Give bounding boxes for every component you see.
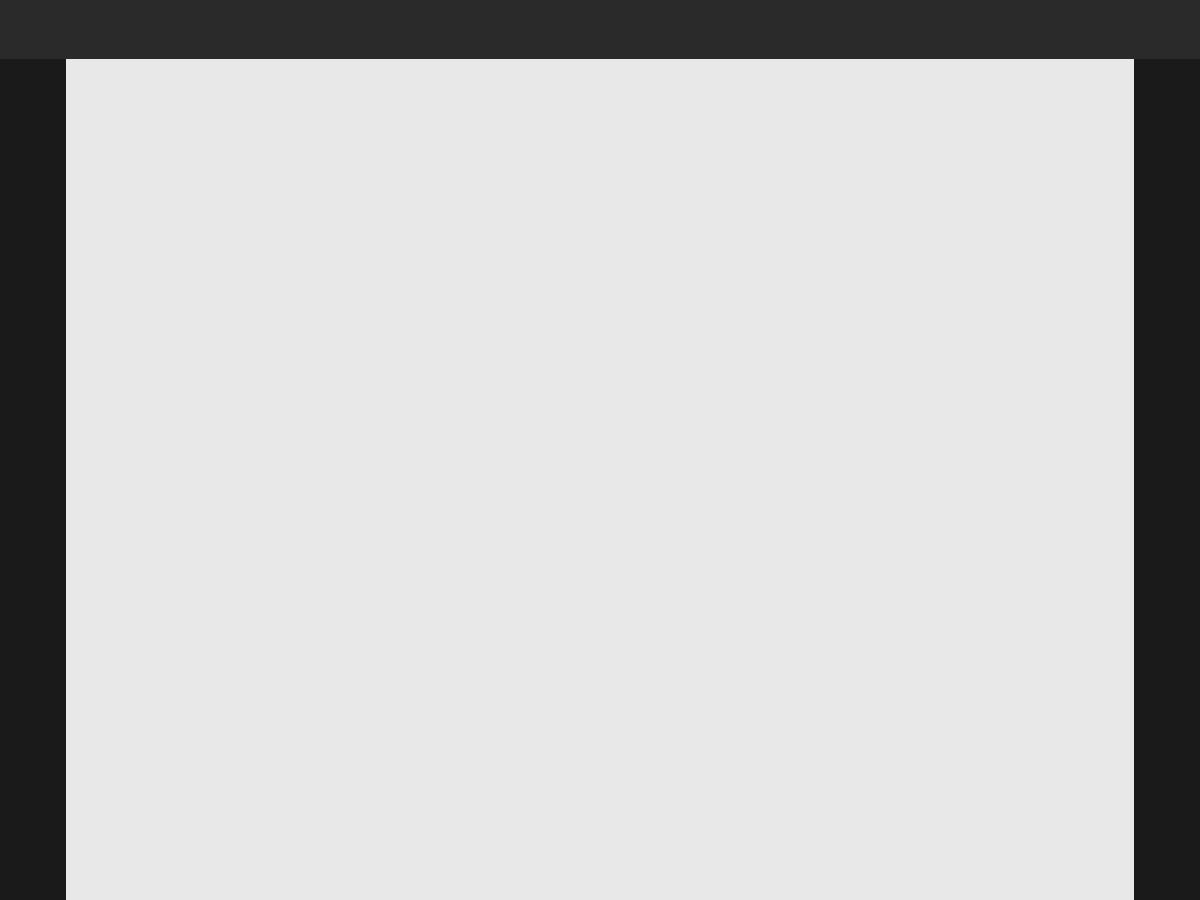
Text: −: − — [312, 20, 328, 39]
Text: +: + — [432, 20, 449, 39]
Text: ↖: ↖ — [1051, 819, 1068, 838]
Text: b)   Is NO$_2$ or NO the catalyst for this reaction? Explain your answer.: b) Is NO$_2$ or NO the catalyst for this… — [130, 715, 796, 738]
Text: |: | — [462, 20, 468, 39]
Text: 3 / 3: 3 / 3 — [202, 20, 239, 38]
Text: NO$_2$ (g)  $\rightarrow$  NO (g) + O (g): NO$_2$ (g) $\rightarrow$ NO (g) + O (g) — [318, 219, 582, 241]
Ellipse shape — [113, 458, 553, 870]
Text: |: | — [287, 20, 293, 39]
Text: a)   Write the overall reaction.: a) Write the overall reaction. — [130, 332, 424, 351]
Ellipse shape — [0, 240, 547, 853]
Text: ◇: ◇ — [522, 20, 538, 39]
Text: 5.   The following series of reactions show the catalyzed conversion of oxygen t: 5. The following series of reactions sho… — [130, 104, 991, 124]
Text: ↕: ↕ — [486, 22, 498, 36]
Ellipse shape — [361, 246, 1009, 900]
Ellipse shape — [534, 127, 1135, 832]
Ellipse shape — [334, 580, 866, 884]
Ellipse shape — [90, 232, 853, 900]
FancyBboxPatch shape — [1068, 0, 1152, 161]
Text: $\mathregular{\frac{1}{2}}$ O$_2$ (g) + NO (g)  $\rightarrow$  NO$_2$ (g): $\mathregular{\frac{1}{2}}$ O$_2$ (g) + … — [305, 164, 595, 194]
Text: ▶ YouTube: ▶ YouTube — [1081, 24, 1139, 34]
Text: O$_2$ (g) + O (g)  $\rightarrow$  O$_3$ (g): O$_2$ (g) + O (g) $\rightarrow$ O$_3$ (g… — [329, 273, 572, 296]
Text: for the following reaction:: for the following reaction: — [431, 861, 662, 879]
Text: 100%: 100% — [371, 20, 419, 38]
